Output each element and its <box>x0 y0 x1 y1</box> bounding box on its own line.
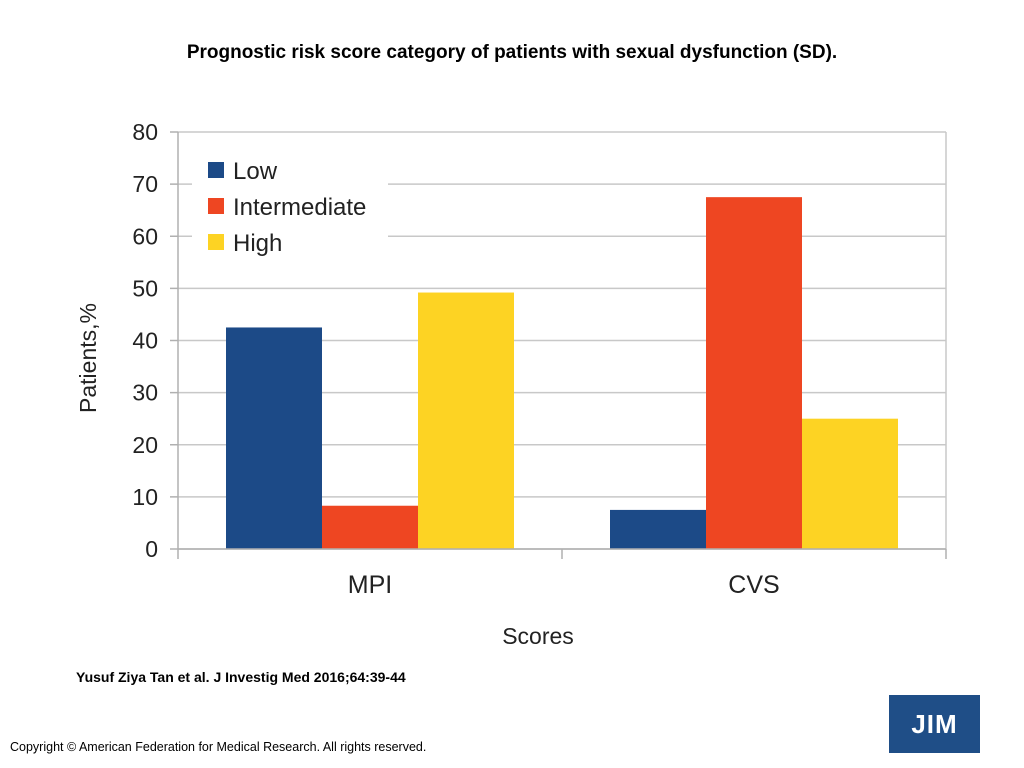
slide-title: Prognostic risk score category of patien… <box>186 42 838 63</box>
y-tick-label: 20 <box>132 432 158 458</box>
y-tick-label: 80 <box>132 119 158 145</box>
citation: Yusuf Ziya Tan et al. J Investig Med 201… <box>76 669 406 685</box>
legend-swatch-low <box>208 162 224 178</box>
x-axis-title: Scores <box>502 623 574 649</box>
legend-label-high: High <box>233 230 282 257</box>
bar-mpi-high <box>418 292 514 549</box>
y-tick-label: 60 <box>132 223 158 249</box>
x-tick-label: MPI <box>348 571 392 599</box>
x-tick-label: CVS <box>728 571 779 599</box>
y-tick-label: 70 <box>132 171 158 197</box>
y-axis-title: Patients,% <box>75 303 101 413</box>
legend-label-intermediate: Intermediate <box>233 194 366 221</box>
axes: 0 10 20 30 40 50 60 70 80 MPI CVS <box>132 119 947 599</box>
y-tick-label: 10 <box>132 484 158 510</box>
legend-label-low: Low <box>233 158 278 185</box>
copyright-notice: Copyright © American Federation for Medi… <box>10 740 427 754</box>
bar-chart: 0 10 20 30 40 50 60 70 80 MPI CVS Low Intermediate H… <box>75 119 947 649</box>
bar-mpi-low <box>226 327 322 549</box>
journal-logo: JIM <box>889 695 980 753</box>
bar-cvs-low <box>610 509 706 549</box>
y-tick-label: 30 <box>132 380 158 406</box>
legend-box <box>192 150 388 276</box>
legend: Low Intermediate High <box>192 150 388 276</box>
legend-swatch-high <box>208 234 224 250</box>
y-tick-label: 40 <box>132 328 158 354</box>
bar-cvs-high <box>802 418 898 549</box>
y-tick-label: 0 <box>145 536 158 562</box>
legend-swatch-intermediate <box>208 198 224 214</box>
bar-cvs-intermediate <box>706 197 802 549</box>
y-tick-label: 50 <box>132 275 158 301</box>
bars <box>226 197 898 549</box>
bar-mpi-intermediate <box>322 505 418 549</box>
